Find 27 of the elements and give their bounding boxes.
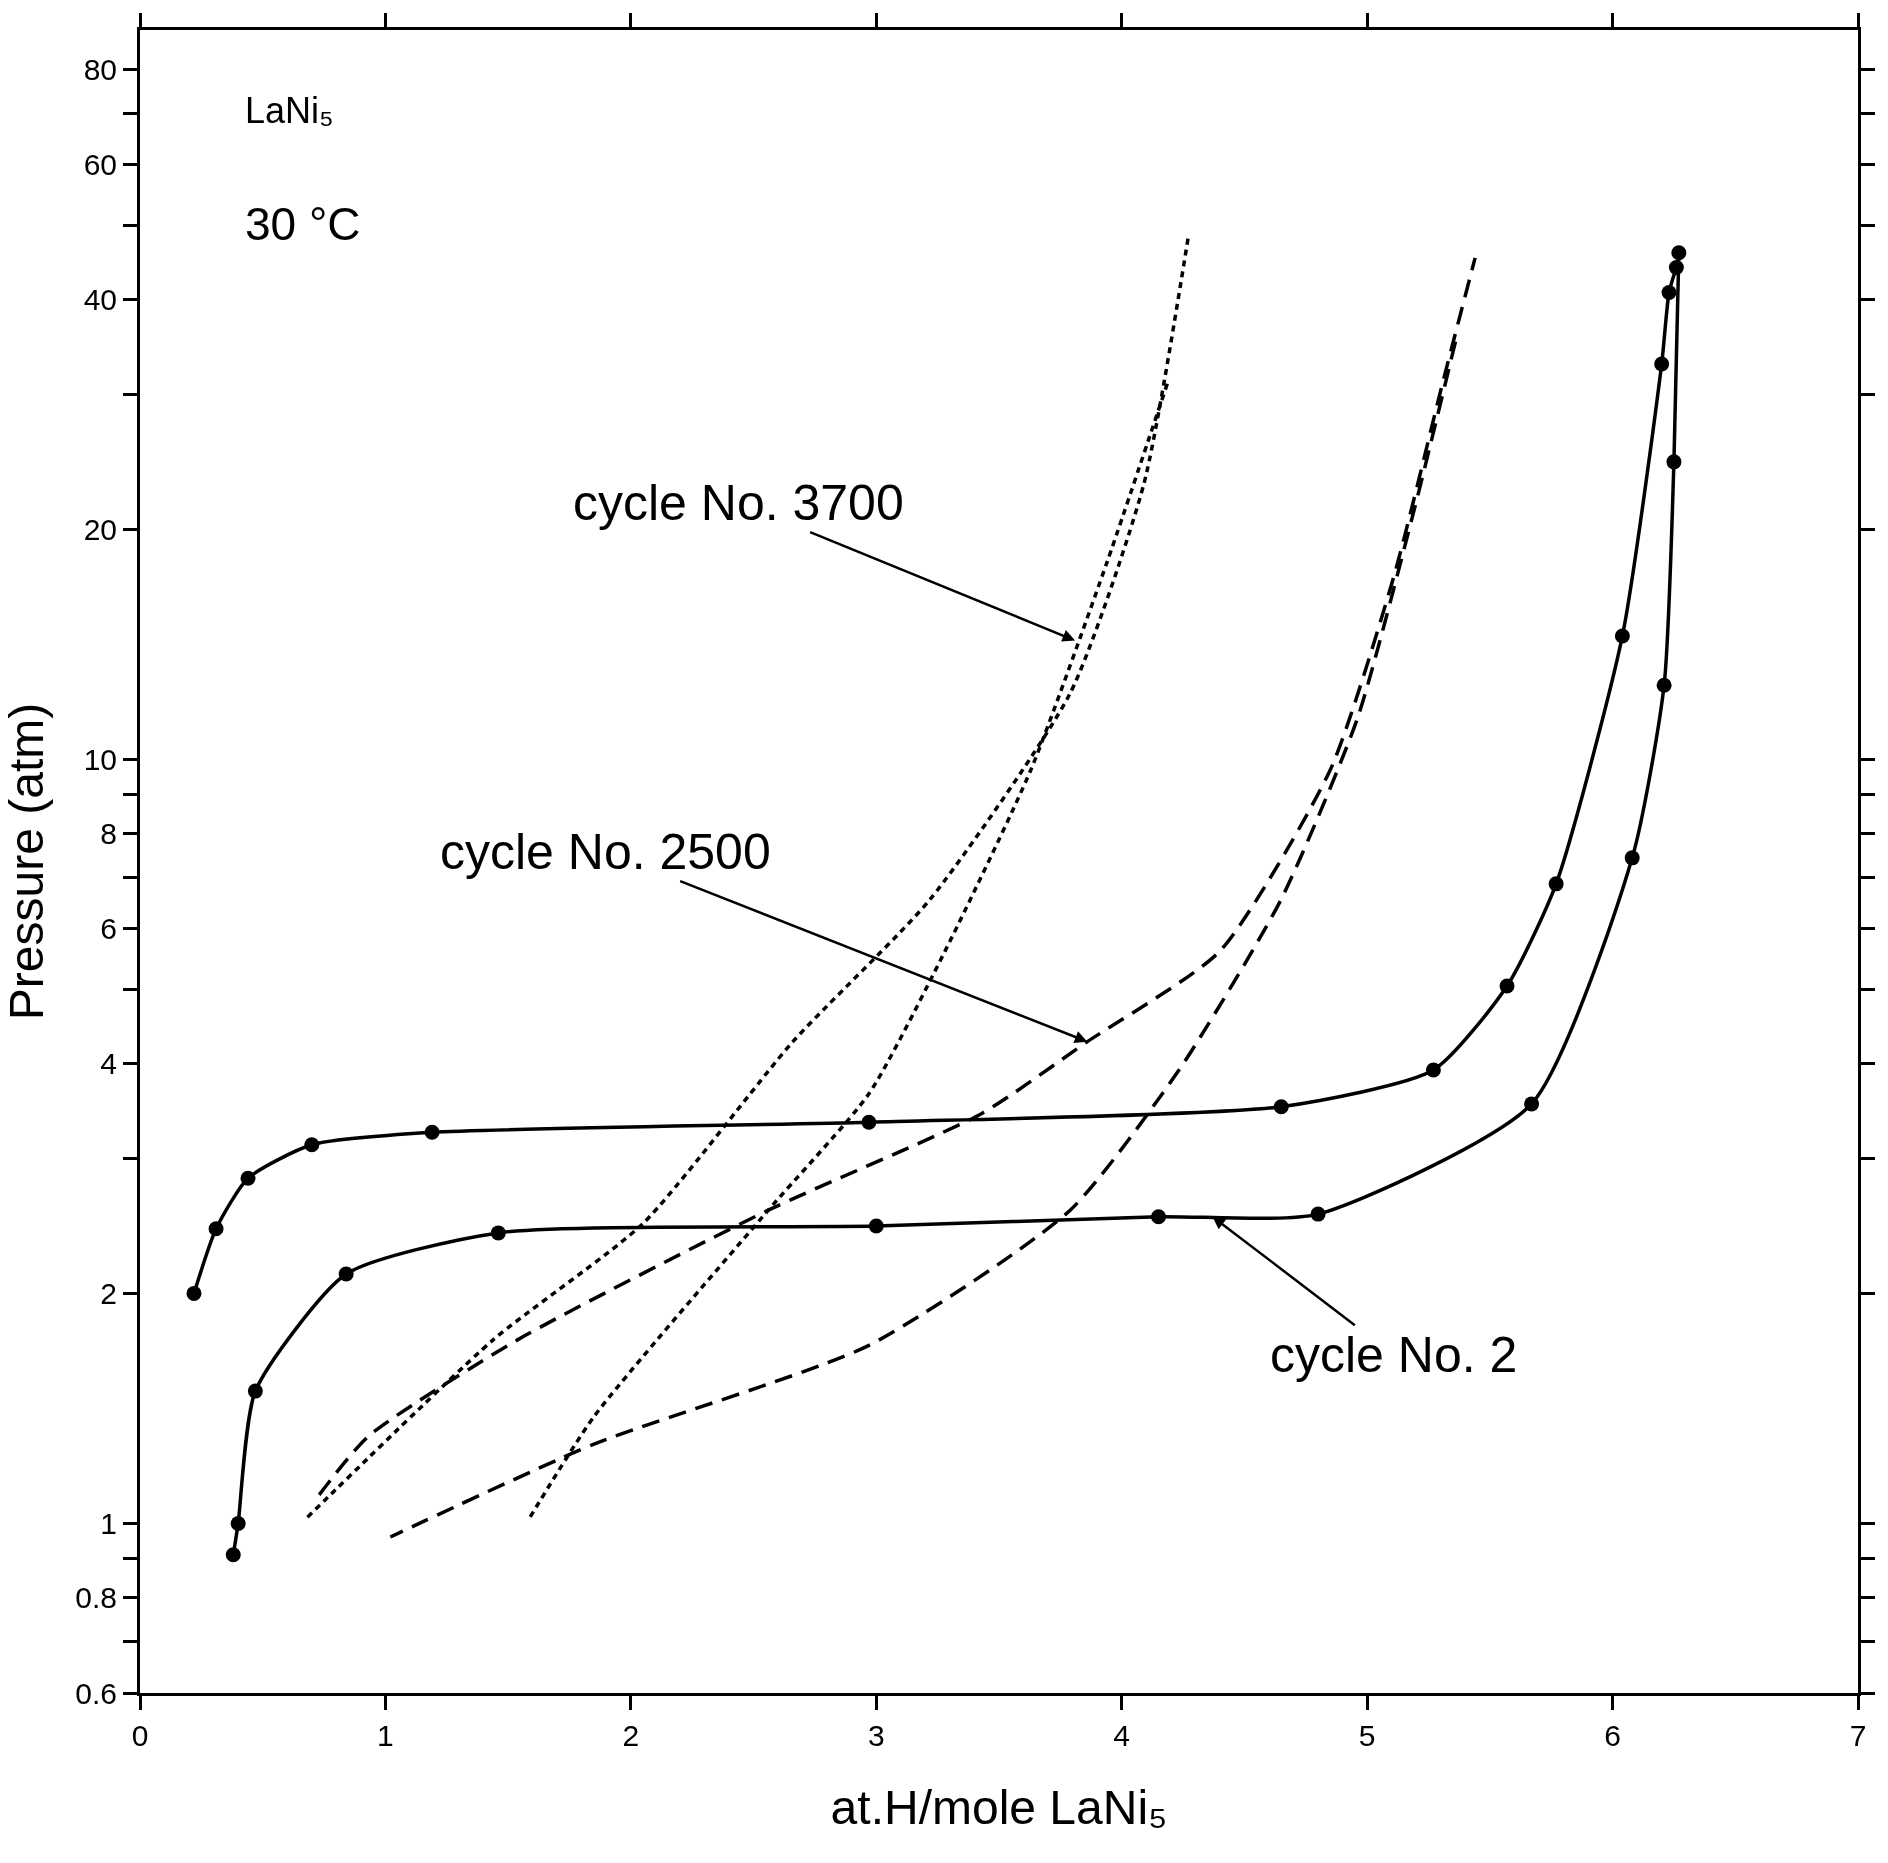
y-tick-label: 60 — [83, 148, 117, 182]
y-tick-label: 0.8 — [75, 1581, 117, 1615]
annotation: cycle No. 3700 — [573, 475, 904, 531]
x-tick-label: 0 — [131, 1719, 149, 1752]
x-tick-label: 5 — [1358, 1719, 1376, 1752]
y-tick-label: 80 — [83, 52, 117, 86]
annotation: cycle No. 2 — [1270, 1327, 1518, 1383]
annotation: cycle No. 2500 — [440, 824, 771, 880]
x-tick-label: 4 — [1113, 1719, 1131, 1752]
y-tick-label: 6 — [100, 912, 117, 946]
y-tick-label: 20 — [83, 512, 117, 546]
y-tick-label: 2 — [100, 1276, 117, 1310]
x-tick-label: 1 — [377, 1719, 394, 1752]
y-tick-label: 0.6 — [75, 1676, 117, 1710]
y-tick-label: 10 — [83, 742, 117, 776]
y-axis-title: Pressure (atm) — [0, 702, 53, 1021]
x-tick-label: 7 — [1849, 1719, 1867, 1752]
y-tick-label: 4 — [100, 1046, 117, 1080]
y-tick-label: 1 — [100, 1506, 117, 1540]
annotation: 30 °C — [245, 198, 361, 250]
x-axis-title: at.H/mole LaNi₅ — [830, 1781, 1168, 1835]
x-tick-label: 6 — [1604, 1719, 1621, 1752]
x-tick-label: 2 — [622, 1719, 640, 1752]
annotation: LaNi₅ — [245, 90, 334, 131]
y-tick-label: 8 — [100, 816, 117, 850]
x-tick-label: 3 — [867, 1719, 885, 1752]
y-tick-label: 40 — [83, 282, 117, 316]
